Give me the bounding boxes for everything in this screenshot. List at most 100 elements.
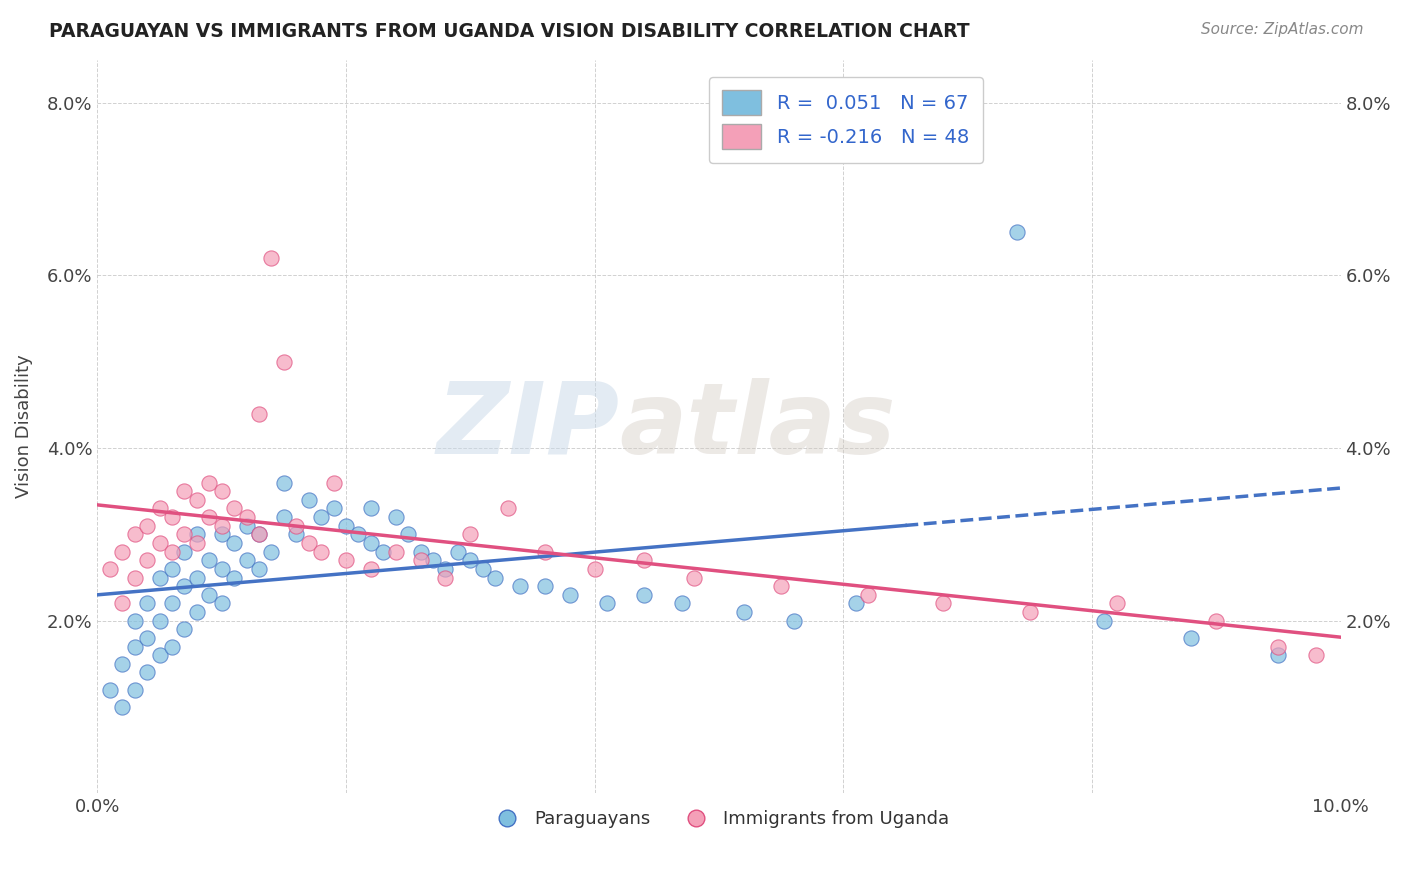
- Point: [160, 640, 183, 654]
- Point: [298, 492, 321, 507]
- Point: [98, 682, 121, 697]
- Point: [484, 570, 506, 584]
- Point: [211, 562, 233, 576]
- Point: [434, 562, 457, 576]
- Legend: Paraguayans, Immigrants from Uganda: Paraguayans, Immigrants from Uganda: [482, 803, 956, 836]
- Point: [1267, 640, 1289, 654]
- Point: [273, 510, 295, 524]
- Y-axis label: Vision Disability: Vision Disability: [15, 355, 32, 499]
- Point: [309, 544, 332, 558]
- Point: [558, 588, 581, 602]
- Point: [186, 605, 208, 619]
- Point: [111, 544, 134, 558]
- Point: [247, 562, 270, 576]
- Point: [173, 527, 195, 541]
- Point: [856, 588, 879, 602]
- Point: [148, 648, 170, 663]
- Point: [160, 596, 183, 610]
- Point: [1180, 631, 1202, 645]
- Point: [211, 596, 233, 610]
- Point: [583, 562, 606, 576]
- Point: [384, 510, 406, 524]
- Point: [111, 596, 134, 610]
- Point: [1267, 648, 1289, 663]
- Point: [285, 518, 308, 533]
- Point: [1092, 614, 1115, 628]
- Point: [633, 553, 655, 567]
- Point: [396, 527, 419, 541]
- Point: [148, 501, 170, 516]
- Point: [186, 536, 208, 550]
- Point: [224, 536, 246, 550]
- Point: [124, 640, 146, 654]
- Point: [198, 588, 221, 602]
- Point: [260, 251, 283, 265]
- Point: [148, 536, 170, 550]
- Point: [111, 700, 134, 714]
- Point: [931, 147, 953, 161]
- Point: [160, 510, 183, 524]
- Point: [1007, 225, 1029, 239]
- Point: [534, 544, 557, 558]
- Point: [186, 492, 208, 507]
- Point: [285, 527, 308, 541]
- Point: [173, 484, 195, 499]
- Point: [782, 614, 804, 628]
- Point: [360, 501, 382, 516]
- Text: ZIP: ZIP: [436, 378, 620, 475]
- Text: Source: ZipAtlas.com: Source: ZipAtlas.com: [1201, 22, 1364, 37]
- Point: [224, 501, 246, 516]
- Point: [235, 553, 257, 567]
- Point: [347, 527, 370, 541]
- Point: [409, 544, 432, 558]
- Point: [360, 562, 382, 576]
- Point: [260, 544, 283, 558]
- Point: [198, 510, 221, 524]
- Point: [409, 553, 432, 567]
- Point: [422, 553, 444, 567]
- Point: [124, 682, 146, 697]
- Point: [931, 596, 953, 610]
- Point: [1018, 605, 1040, 619]
- Point: [124, 527, 146, 541]
- Point: [1305, 648, 1327, 663]
- Point: [845, 596, 868, 610]
- Point: [136, 631, 159, 645]
- Point: [211, 484, 233, 499]
- Point: [373, 544, 395, 558]
- Text: atlas: atlas: [620, 378, 896, 475]
- Point: [460, 527, 482, 541]
- Point: [98, 562, 121, 576]
- Point: [733, 605, 755, 619]
- Point: [198, 475, 221, 490]
- Point: [247, 527, 270, 541]
- Point: [111, 657, 134, 671]
- Point: [384, 544, 406, 558]
- Text: PARAGUAYAN VS IMMIGRANTS FROM UGANDA VISION DISABILITY CORRELATION CHART: PARAGUAYAN VS IMMIGRANTS FROM UGANDA VIS…: [49, 22, 970, 41]
- Point: [136, 665, 159, 680]
- Point: [273, 355, 295, 369]
- Point: [247, 407, 270, 421]
- Point: [434, 570, 457, 584]
- Point: [148, 614, 170, 628]
- Point: [534, 579, 557, 593]
- Point: [360, 536, 382, 550]
- Point: [633, 588, 655, 602]
- Point: [322, 501, 344, 516]
- Point: [124, 570, 146, 584]
- Point: [596, 596, 619, 610]
- Point: [298, 536, 321, 550]
- Point: [247, 527, 270, 541]
- Point: [471, 562, 494, 576]
- Point: [173, 623, 195, 637]
- Point: [671, 596, 693, 610]
- Point: [173, 579, 195, 593]
- Point: [509, 579, 531, 593]
- Point: [309, 510, 332, 524]
- Point: [335, 553, 357, 567]
- Point: [136, 596, 159, 610]
- Point: [235, 518, 257, 533]
- Point: [273, 475, 295, 490]
- Point: [1205, 614, 1227, 628]
- Point: [160, 544, 183, 558]
